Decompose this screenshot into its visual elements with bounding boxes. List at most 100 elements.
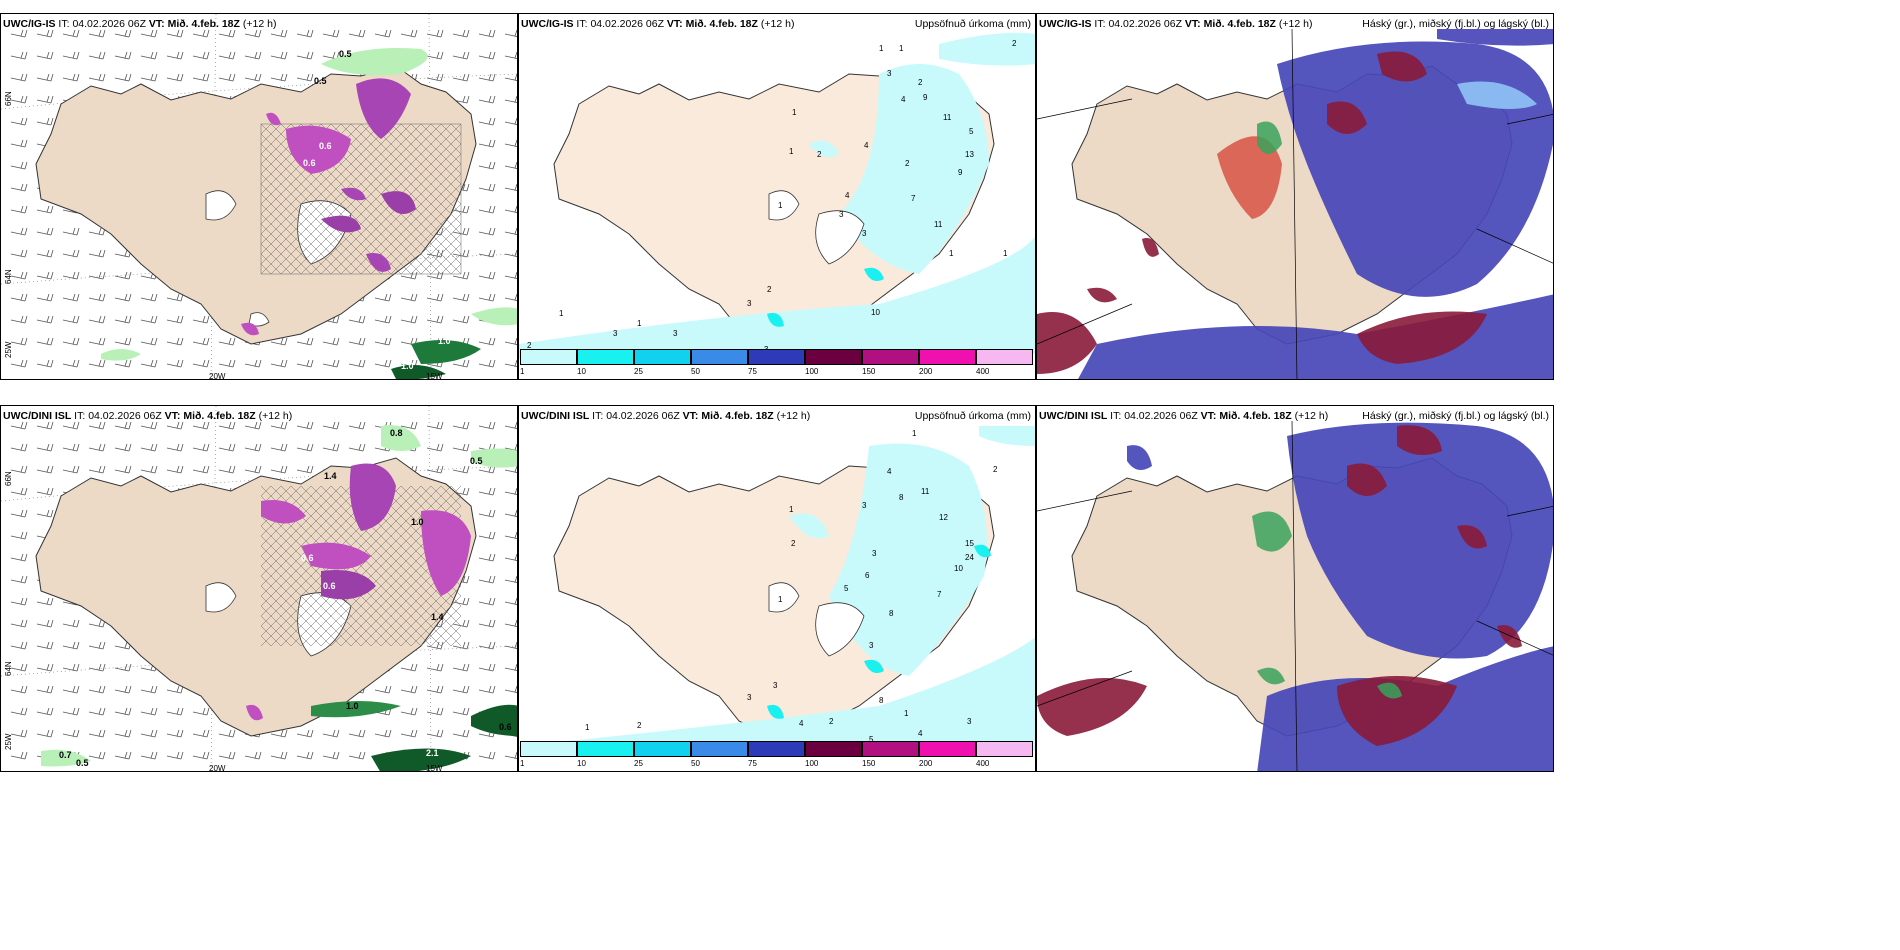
wind-barb <box>114 751 132 760</box>
wind-barb <box>10 597 28 606</box>
wind-barb <box>114 293 132 302</box>
wind-barb <box>88 337 106 346</box>
wind-barb <box>478 73 496 82</box>
colorbar-tick: 50 <box>691 367 700 376</box>
panel-igis-wind: 0.5 0.5 1.0 1.0 0.6 0.6 UWC/IG-IS IT: 04… <box>0 13 518 380</box>
wind-barb <box>478 509 496 518</box>
wind-barb <box>114 685 132 694</box>
wind-barb <box>36 443 54 452</box>
colorbar-tick: 200 <box>919 759 933 768</box>
precip-value: 2 <box>993 465 998 474</box>
wind-barb <box>140 73 158 82</box>
wind-barb <box>296 51 314 60</box>
wind-barb <box>10 227 28 236</box>
wind-barb <box>478 487 496 496</box>
wind-barb <box>270 465 288 474</box>
wind-barb <box>504 337 517 345</box>
wind-barb <box>166 337 184 346</box>
wind-barb <box>114 421 132 430</box>
wind-barb <box>88 73 106 82</box>
colorbar-tick: 1 <box>520 367 525 376</box>
colorbar-swatch <box>976 741 1033 757</box>
colorbar-swatch <box>805 741 862 757</box>
precip-value: 1 <box>559 309 564 318</box>
precip-value: 2 <box>791 539 796 548</box>
lead-time: (+12 h) <box>776 410 811 422</box>
lon-label-15w: 15W <box>426 764 443 772</box>
colorbar-tick: 1 <box>520 759 525 768</box>
wind-labels: 0.5 0.5 1.0 1.0 0.6 0.6 <box>303 49 451 371</box>
map-dini-wind: 0.8 0.5 1.4 1.0 0.6 1.4 1.0 0.6 2.1 0.6 … <box>1 406 517 771</box>
it-label: IT: <box>74 410 86 422</box>
wind-barb <box>10 73 28 82</box>
wind-barb <box>426 729 444 738</box>
wind-barb <box>504 271 517 279</box>
wind-barb <box>296 73 314 82</box>
wind-barb <box>114 315 132 324</box>
precip-value: 4 <box>887 467 892 476</box>
wind-barb <box>426 29 444 38</box>
wind-barb <box>426 315 444 324</box>
wind-barb <box>10 271 28 280</box>
wind-barb <box>504 553 517 561</box>
wind-barb <box>504 359 517 367</box>
wind-barb <box>140 359 158 368</box>
wind-barb <box>10 249 28 258</box>
wind-barb <box>62 443 80 452</box>
wind-barb <box>348 315 366 324</box>
wind-barb <box>218 751 236 760</box>
wind-barb <box>504 183 517 191</box>
precip-value: 3 <box>887 69 892 78</box>
wind-barb <box>166 315 184 324</box>
map-igis-clouds <box>1037 28 1553 379</box>
wind-barb <box>478 553 496 562</box>
wind-barb <box>140 29 158 38</box>
precip-value: 3 <box>673 329 678 338</box>
precip-value: 8 <box>889 609 894 618</box>
wind-barb <box>478 227 496 236</box>
init-time: 04.02.2026 06Z <box>1124 410 1198 422</box>
panel-igis-clouds: UWC/IG-IS IT: 04.02.2026 06Z VT: Mið. 4.… <box>1036 13 1554 380</box>
wind-barb <box>88 359 106 368</box>
wind-barb <box>478 183 496 192</box>
high-cloud <box>1037 51 1487 374</box>
precip-blobs <box>241 78 416 336</box>
high-cloud <box>1037 425 1522 746</box>
wind-barb <box>218 443 236 452</box>
precip-value: 2 <box>829 717 834 726</box>
wind-barb <box>10 575 28 584</box>
lead-time: (+12 h) <box>1294 410 1329 422</box>
vt-label: VT: <box>164 410 181 422</box>
wind-barb <box>166 465 184 474</box>
model-name: UWC/DINI ISL <box>3 410 72 422</box>
wind-barb <box>36 95 54 104</box>
panel-dini-wind: 0.8 0.5 1.4 1.0 0.6 1.4 1.0 0.6 2.1 0.6 … <box>0 405 518 772</box>
wind-barb <box>166 73 184 82</box>
vt-label: VT: <box>1200 410 1217 422</box>
wind-barb <box>88 293 106 302</box>
precip-value: 7 <box>911 194 916 203</box>
wind-barb <box>270 443 288 452</box>
wind-barb <box>348 359 366 368</box>
it-label: IT: <box>58 18 70 30</box>
wind-barb <box>504 205 517 213</box>
precip-value: 1 <box>789 147 794 156</box>
precip-value: 10 <box>954 564 963 573</box>
wind-barb <box>36 663 54 672</box>
vt-label: VT: <box>148 18 165 30</box>
wind-barb <box>426 707 444 716</box>
lon-label-20w: 20W <box>209 372 226 380</box>
precip-value: 11 <box>934 220 943 229</box>
wind-barb <box>374 685 392 694</box>
wind-barb <box>348 751 366 760</box>
panel-dini-clouds: UWC/DINI ISL IT: 04.02.2026 06Z VT: Mið.… <box>1036 405 1554 772</box>
precip-value: 13 <box>965 150 974 159</box>
wind-barb <box>478 619 496 628</box>
wind-barb <box>88 315 106 324</box>
wind-barb <box>10 161 28 170</box>
panel-title: Uppsöfnuð úrkoma (mm) <box>914 410 1031 422</box>
wind-barb <box>10 421 28 430</box>
wind-barb <box>114 663 132 672</box>
wind-barb <box>62 29 80 38</box>
wind-barb <box>400 421 418 430</box>
